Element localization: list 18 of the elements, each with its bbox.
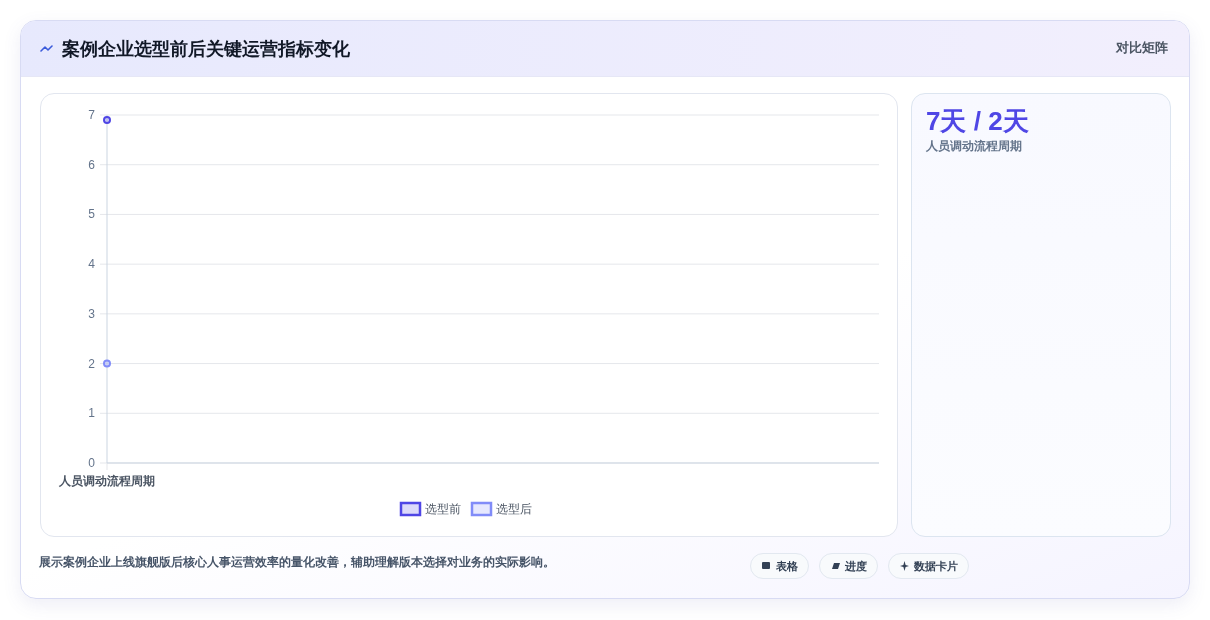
text: 展示案例企业上线旗舰版后核心人事运营效率的量化改善，辅助理解版本选择对业务的实际影响。 — [39, 554, 555, 571]
y-tick-label: 3 — [88, 306, 96, 321]
text: 进度 — [845, 558, 867, 574]
y-tick-label: 0 — [88, 456, 96, 470]
y-tick-label: 2 — [88, 356, 96, 371]
legend-label: 选型前 — [425, 502, 461, 516]
text: 对比矩阵 — [1116, 39, 1168, 57]
y-tick-label: 7 — [88, 108, 96, 122]
y-tick-label: 5 — [88, 207, 96, 222]
text: 案例企业选型前后关键运营指标变化 — [62, 38, 350, 61]
text: 7天 / 2天 — [926, 105, 1029, 138]
text: 表格 — [776, 558, 798, 574]
text: 数据卡片 — [914, 558, 958, 574]
text: 人员调动流程周期 — [926, 138, 1022, 155]
legend-label: 选型后 — [496, 502, 532, 516]
y-tick-label: 1 — [88, 406, 96, 421]
y-tick-label: 6 — [88, 157, 96, 172]
y-tick-label: 4 — [88, 257, 96, 272]
